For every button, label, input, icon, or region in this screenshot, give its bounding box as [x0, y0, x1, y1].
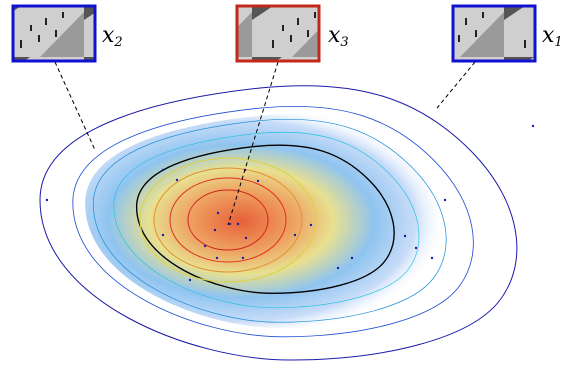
- leaders: [54, 61, 476, 226]
- density: [85, 114, 458, 329]
- label: x3: [328, 23, 349, 50]
- thumbnail: [451, 4, 537, 63]
- label: x1: [542, 23, 563, 50]
- thumbnail: [235, 4, 321, 63]
- thumbnails: [11, 4, 537, 63]
- contours: [39, 85, 518, 361]
- thumbnail: [11, 4, 97, 63]
- contour: [139, 157, 317, 283]
- contour: [187, 189, 269, 251]
- label: x2: [102, 23, 123, 50]
- contour: [153, 167, 303, 273]
- contour: [169, 177, 287, 263]
